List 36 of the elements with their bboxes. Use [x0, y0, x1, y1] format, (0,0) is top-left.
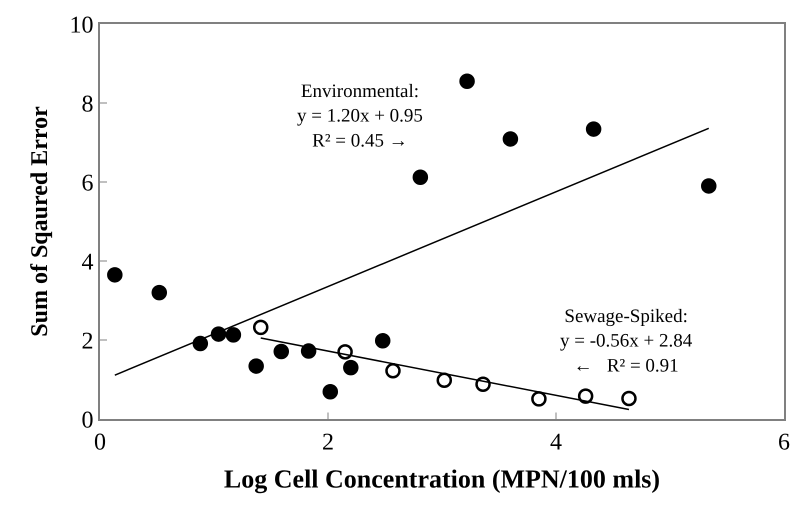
- point: [374, 333, 390, 349]
- y-tick-label: 10: [69, 12, 94, 38]
- x-tick-label: 2: [322, 430, 334, 456]
- point: [502, 131, 518, 147]
- point: [322, 384, 338, 400]
- y-tick-label: 2: [81, 328, 94, 354]
- point: [192, 336, 208, 352]
- annotation: Environmental: y = 1.20x + 0.95 R² = 0.45 →: [297, 81, 423, 152]
- point: [701, 178, 717, 194]
- point: [531, 391, 547, 407]
- point: [337, 344, 353, 360]
- point: [274, 344, 290, 360]
- point: [475, 376, 491, 392]
- point: [300, 343, 316, 359]
- point: [252, 320, 268, 336]
- point: [621, 390, 637, 406]
- point: [586, 121, 602, 137]
- point: [385, 363, 401, 379]
- point: [107, 267, 123, 283]
- y-tick-label: 8: [81, 91, 94, 118]
- x-tick-label: 4: [550, 430, 562, 456]
- x-tick-label: 6: [778, 430, 790, 456]
- point: [226, 327, 242, 343]
- point: [152, 284, 168, 300]
- point: [459, 74, 475, 90]
- point: [578, 388, 594, 404]
- point: [412, 170, 428, 186]
- y-tick-label: 4: [81, 249, 94, 276]
- x-axis-title: Log Cell Concentration (MPN/100 mls): [224, 464, 660, 494]
- y-axis-title: Sum of Sqaured Error: [27, 106, 54, 337]
- point: [343, 360, 359, 376]
- point: [248, 358, 264, 374]
- point: [436, 372, 452, 388]
- annotation: Sewage-Spiked: y = -0.56x + 2.84 ← R² = 0.91: [560, 306, 693, 376]
- y-tick-label: 0: [81, 407, 94, 434]
- y-tick-label: 6: [81, 170, 94, 196]
